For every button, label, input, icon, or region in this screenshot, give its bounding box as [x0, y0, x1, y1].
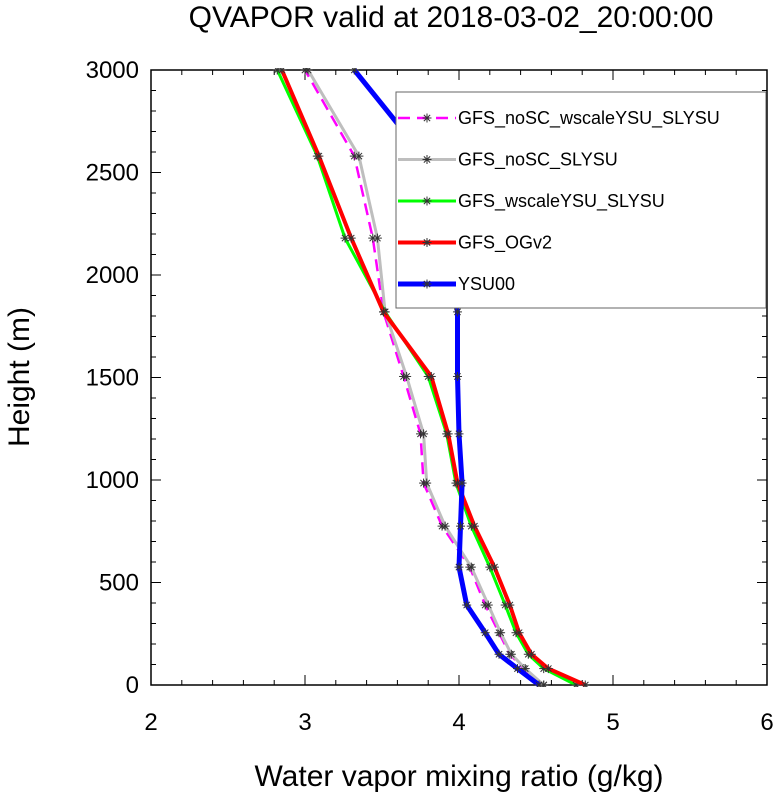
data-point-marker: [454, 429, 464, 439]
data-point-marker: [443, 429, 453, 439]
data-point-marker: [346, 233, 356, 243]
data-point-marker: [349, 68, 359, 75]
legend-label: GFS_noSC_SLYSU: [458, 150, 618, 171]
data-point-marker: [496, 628, 506, 638]
legend-item: GFS_OGv2: [398, 233, 552, 254]
x-tick-label: 6: [760, 709, 773, 736]
legend-item: GFS_noSC_wscaleYSU_SLYSU: [398, 108, 720, 129]
data-point-marker: [426, 371, 436, 381]
y-tick-label: 500: [99, 570, 139, 597]
data-point-marker: [494, 649, 504, 659]
data-point-marker: [466, 562, 476, 572]
y-tick-label: 2500: [86, 160, 139, 187]
legend-item: YSU00: [398, 274, 515, 294]
data-point-marker: [354, 151, 364, 161]
y-tick-label: 1500: [86, 365, 139, 392]
data-point-marker: [452, 307, 462, 317]
legend-marker: [422, 155, 432, 164]
data-point-marker: [303, 68, 313, 75]
data-point-marker: [452, 371, 462, 381]
data-point-marker: [440, 521, 450, 531]
data-point-marker: [419, 429, 429, 439]
legend-label: YSU00: [458, 274, 515, 294]
data-point-marker: [379, 307, 389, 317]
x-tick-label: 3: [298, 709, 311, 736]
data-point-marker: [513, 664, 523, 674]
legend-label: GFS_wscaleYSU_SLYSU: [458, 191, 665, 212]
legend-marker: [422, 279, 432, 289]
x-tick-label: 5: [606, 709, 619, 736]
y-axis-title: Height (m): [3, 307, 36, 447]
x-tick-label: 4: [452, 709, 465, 736]
series-GFS_noSC_SLYSU: [303, 68, 549, 687]
y-tick-label: 3000: [86, 57, 139, 84]
data-point-marker: [456, 521, 466, 531]
data-point-marker: [422, 478, 432, 488]
legend-marker: [422, 238, 432, 247]
chart-title: QVAPOR valid at 2018-03-02_20:00:00: [189, 1, 714, 34]
data-point-marker: [483, 600, 493, 610]
data-point-marker: [505, 600, 515, 610]
data-point-marker: [372, 233, 382, 243]
x-tick-label: 2: [144, 709, 157, 736]
data-point-marker: [526, 649, 536, 659]
data-point-marker: [489, 562, 499, 572]
legend-marker: [422, 196, 432, 206]
data-point-marker: [469, 521, 479, 531]
data-point-marker: [543, 664, 553, 674]
data-point-marker: [454, 562, 464, 572]
y-tick-label: 0: [126, 672, 139, 699]
series-line: [306, 69, 545, 687]
series-line: [280, 69, 587, 687]
x-axis-title: Water vapor mixing ratio (g/kg): [254, 760, 663, 793]
data-point-marker: [340, 233, 350, 243]
legend-label: GFS_OGv2: [458, 233, 552, 254]
data-point-marker: [462, 600, 472, 610]
legend-box: [395, 91, 767, 309]
data-point-marker: [480, 628, 490, 638]
legend: GFS_noSC_wscaleYSU_SLYSU GFS_noSC_SLYSU GF…: [395, 91, 767, 309]
data-point-marker: [506, 649, 516, 659]
legend-marker: [422, 113, 432, 123]
legend-item: GFS_wscaleYSU_SLYSU: [398, 191, 665, 212]
data-point-marker: [580, 680, 590, 687]
y-tick-label: 2000: [86, 262, 139, 289]
data-point-marker: [277, 68, 287, 75]
data-point-marker: [402, 371, 412, 381]
axis-tick-labels: 2 3 4 5 6 0 500 1000 1500 2000 2500 3000: [86, 57, 774, 736]
series-GFS_OGv2: [277, 68, 590, 687]
y-tick-label: 1000: [86, 467, 139, 494]
data-point-marker: [534, 680, 544, 687]
data-point-marker: [457, 478, 467, 488]
data-point-marker: [314, 151, 324, 161]
data-point-marker: [514, 628, 524, 638]
legend-label: GFS_noSC_wscaleYSU_SLYSU: [458, 108, 720, 129]
legend-item: GFS_noSC_SLYSU: [398, 150, 618, 171]
